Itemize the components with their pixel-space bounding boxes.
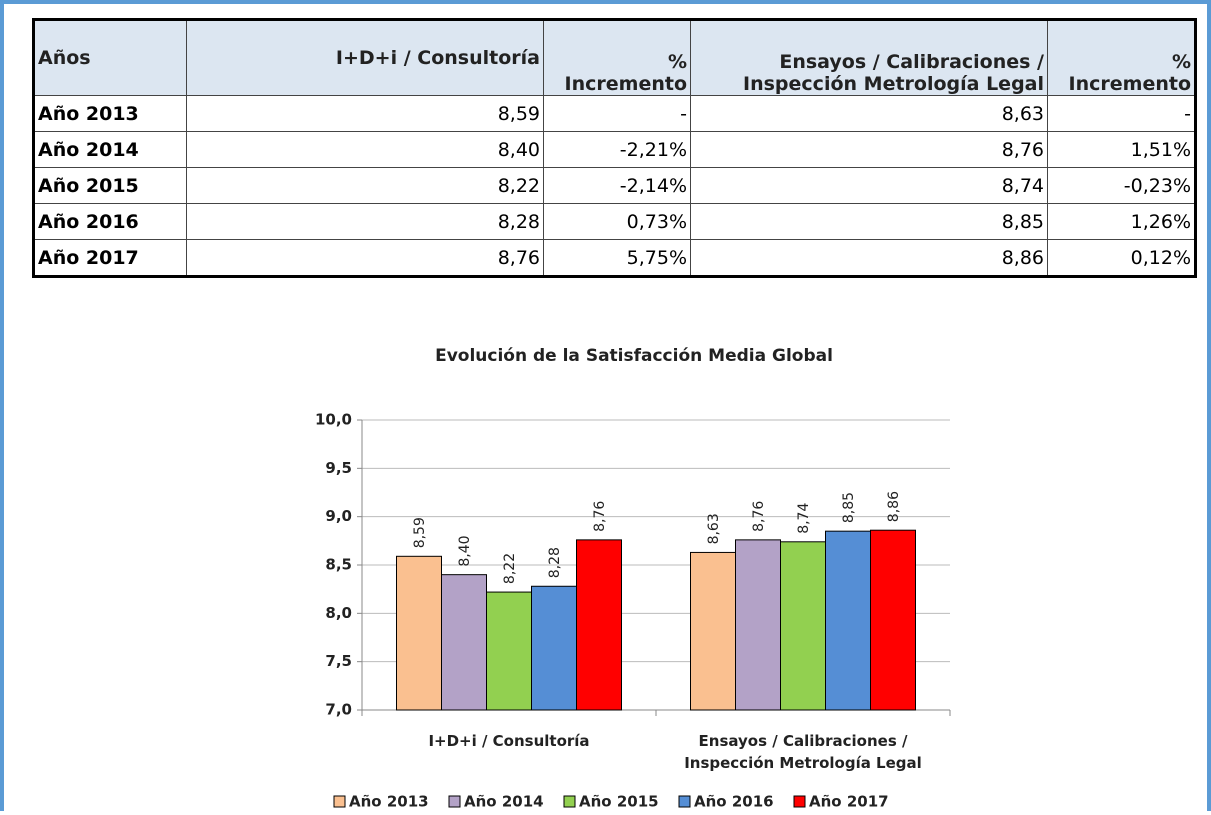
x-tick-label: Ensayos / Calibraciones / Inspección Met… xyxy=(684,732,922,772)
table-cell: Año 2013 xyxy=(33,95,187,132)
legend-swatch xyxy=(793,795,806,808)
legend-swatch xyxy=(563,795,576,808)
table-cell: 8,74 xyxy=(690,167,1048,204)
table-cell: 0,12% xyxy=(1047,239,1196,277)
table-cell: 1,51% xyxy=(1047,131,1196,168)
legend-label: Año 2017 xyxy=(809,793,889,811)
table-row: Año 2013 8,59-8,63- xyxy=(33,95,1196,132)
table-cell: 8,28 xyxy=(186,203,544,240)
table-cell: -0,23% xyxy=(1047,167,1196,204)
bar xyxy=(576,539,622,711)
chart: Evolución de la Satisfacción Media Globa… xyxy=(315,346,951,811)
value-label: 8,74 xyxy=(796,503,812,534)
value-label: 8,28 xyxy=(547,547,563,578)
y-tick-label: 10,0 xyxy=(315,411,352,429)
bar xyxy=(825,530,871,711)
table-cell: -2,14% xyxy=(543,167,691,204)
table-cell: Año 2017 xyxy=(33,239,187,277)
header-cell: % Incremento xyxy=(1047,19,1196,96)
table-cell: 8,76 xyxy=(186,239,544,277)
header-cell: I+D+i / Consultoría xyxy=(186,19,544,96)
table-row: Año 2014 8,40 -2,21% 8,76 1,51% xyxy=(33,131,1196,168)
legend-label: Año 2016 xyxy=(694,793,774,811)
data-table: Años I+D+i / Consultoría % Incremento En… xyxy=(32,18,1197,278)
bar xyxy=(531,585,577,711)
table-cell: Año 2016 xyxy=(33,203,187,240)
legend-label: Año 2014 xyxy=(464,793,544,811)
table-cell: 8,22 xyxy=(186,167,544,204)
bar xyxy=(780,541,826,711)
value-label: 8,22 xyxy=(502,553,518,584)
table-row: Año 2016 8,28 0,73% 8,85 1,26% xyxy=(33,203,1196,240)
y-tick-label: 9,0 xyxy=(325,507,352,525)
value-label: 8,86 xyxy=(886,491,902,522)
table-cell: 8,63 xyxy=(690,95,1048,132)
chart-title: Evolución de la Satisfacción Media Globa… xyxy=(435,346,833,366)
value-label: 8,76 xyxy=(751,501,767,532)
legend-swatch xyxy=(448,795,461,808)
header-row: Años I+D+i / Consultoría % Incremento En… xyxy=(33,19,1196,96)
table-cell: 5,75% xyxy=(543,239,691,277)
table-row: Año 2015 8,22 -2,14% 8,74 -0,23% xyxy=(33,167,1196,204)
value-label: 8,40 xyxy=(457,535,473,566)
legend-swatch xyxy=(333,795,346,808)
legend-swatch xyxy=(678,795,691,808)
table-row: Año 2017 8,76 5,75% 8,86 0,12% xyxy=(33,239,1196,277)
y-tick-label: 8,5 xyxy=(325,556,352,574)
header-cell: Ensayos / Calibraciones / Inspección Met… xyxy=(690,19,1048,96)
table-cell: - xyxy=(1047,95,1196,132)
value-label: 8,85 xyxy=(841,492,857,523)
legend-label: Año 2015 xyxy=(579,793,659,811)
table-cell: 8,85 xyxy=(690,203,1048,240)
table-cell: 8,86 xyxy=(690,239,1048,277)
table-cell: 0,73% xyxy=(543,203,691,240)
y-tick-label: 7,0 xyxy=(325,701,352,719)
value-label: 8,59 xyxy=(412,517,428,548)
bar xyxy=(870,529,916,711)
bar xyxy=(441,574,487,711)
table-cell: 1,26% xyxy=(1047,203,1196,240)
value-label: 8,76 xyxy=(592,501,608,532)
y-tick-label: 7,5 xyxy=(325,652,352,670)
table-cell: 8,59 xyxy=(186,95,544,132)
table-cell: -2,21% xyxy=(543,131,691,168)
table-cell: Año 2014 xyxy=(33,131,187,168)
x-tick-label: I+D+i / Consultoría xyxy=(428,732,590,750)
table-cell: 8,40 xyxy=(186,131,544,168)
legend-label: Año 2013 xyxy=(349,793,429,811)
y-tick-label: 9,5 xyxy=(325,459,352,477)
bar xyxy=(486,591,532,711)
bar xyxy=(396,555,442,711)
bar xyxy=(690,551,736,711)
y-tick-label: 8,0 xyxy=(325,604,352,622)
bar xyxy=(735,539,781,711)
value-label: 8,63 xyxy=(706,513,722,544)
